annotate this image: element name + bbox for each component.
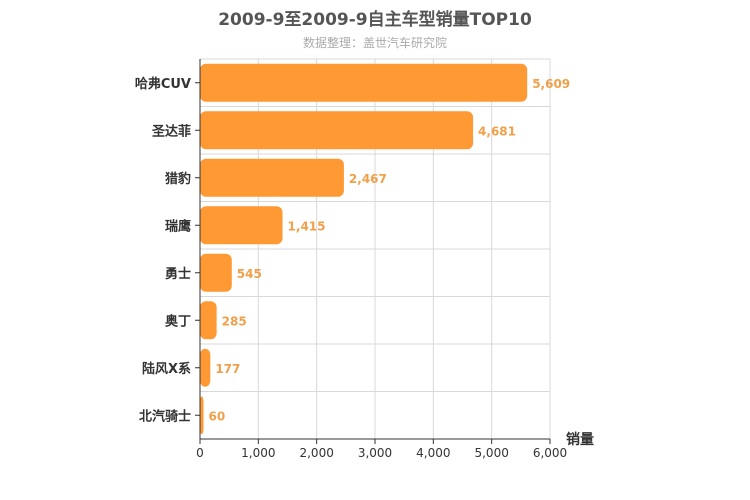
x-tick-label: 3,000 — [358, 446, 392, 460]
chart-subtitle: 数据整理：盖世汽车研究院 — [302, 36, 447, 50]
bar — [200, 301, 217, 340]
x-tick-label: 2,000 — [299, 446, 333, 460]
x-tick-label: 0 — [196, 446, 204, 460]
data-label: 285 — [222, 314, 247, 328]
y-tick-label: 哈弗CUV — [135, 76, 191, 92]
data-label: 60 — [209, 409, 226, 423]
x-tick-label: 6,000 — [533, 446, 567, 460]
bar — [200, 63, 528, 102]
x-axis-label: 销量 — [566, 431, 594, 448]
y-tick-label: 圣达菲 — [152, 123, 191, 139]
bar — [200, 348, 211, 387]
axes — [195, 59, 551, 444]
data-label: 2,467 — [349, 172, 387, 186]
data-label: 177 — [215, 362, 240, 376]
x-tick-label: 5,000 — [474, 446, 508, 460]
labels: 0 1,000 2,000 3,000 4,000 5,000 6,000 哈弗CUV 5,60… — [135, 76, 570, 460]
y-tick-label: 瑞鹰 — [165, 218, 191, 234]
chart-title: 2009-9至2009-9自主车型销量TOP10 — [218, 10, 532, 30]
y-tick-label: 奥丁 — [165, 313, 191, 329]
bars — [200, 63, 528, 435]
x-tick-label: 1,000 — [241, 446, 275, 460]
bar — [200, 111, 474, 150]
data-label: 5,609 — [532, 77, 570, 91]
data-label: 545 — [237, 267, 262, 281]
y-tick-label: 陆风X系 — [142, 361, 191, 377]
bar — [200, 206, 283, 245]
y-tick-label: 猎豹 — [165, 171, 191, 187]
bar — [200, 396, 204, 435]
y-tick-label: 北汽骑士 — [139, 408, 191, 424]
data-label: 1,415 — [288, 219, 326, 233]
data-label: 4,681 — [478, 124, 516, 138]
y-tick-label: 勇士 — [165, 266, 191, 282]
x-tick-label: 4,000 — [416, 446, 450, 460]
bar — [200, 253, 232, 292]
bar — [200, 158, 344, 197]
